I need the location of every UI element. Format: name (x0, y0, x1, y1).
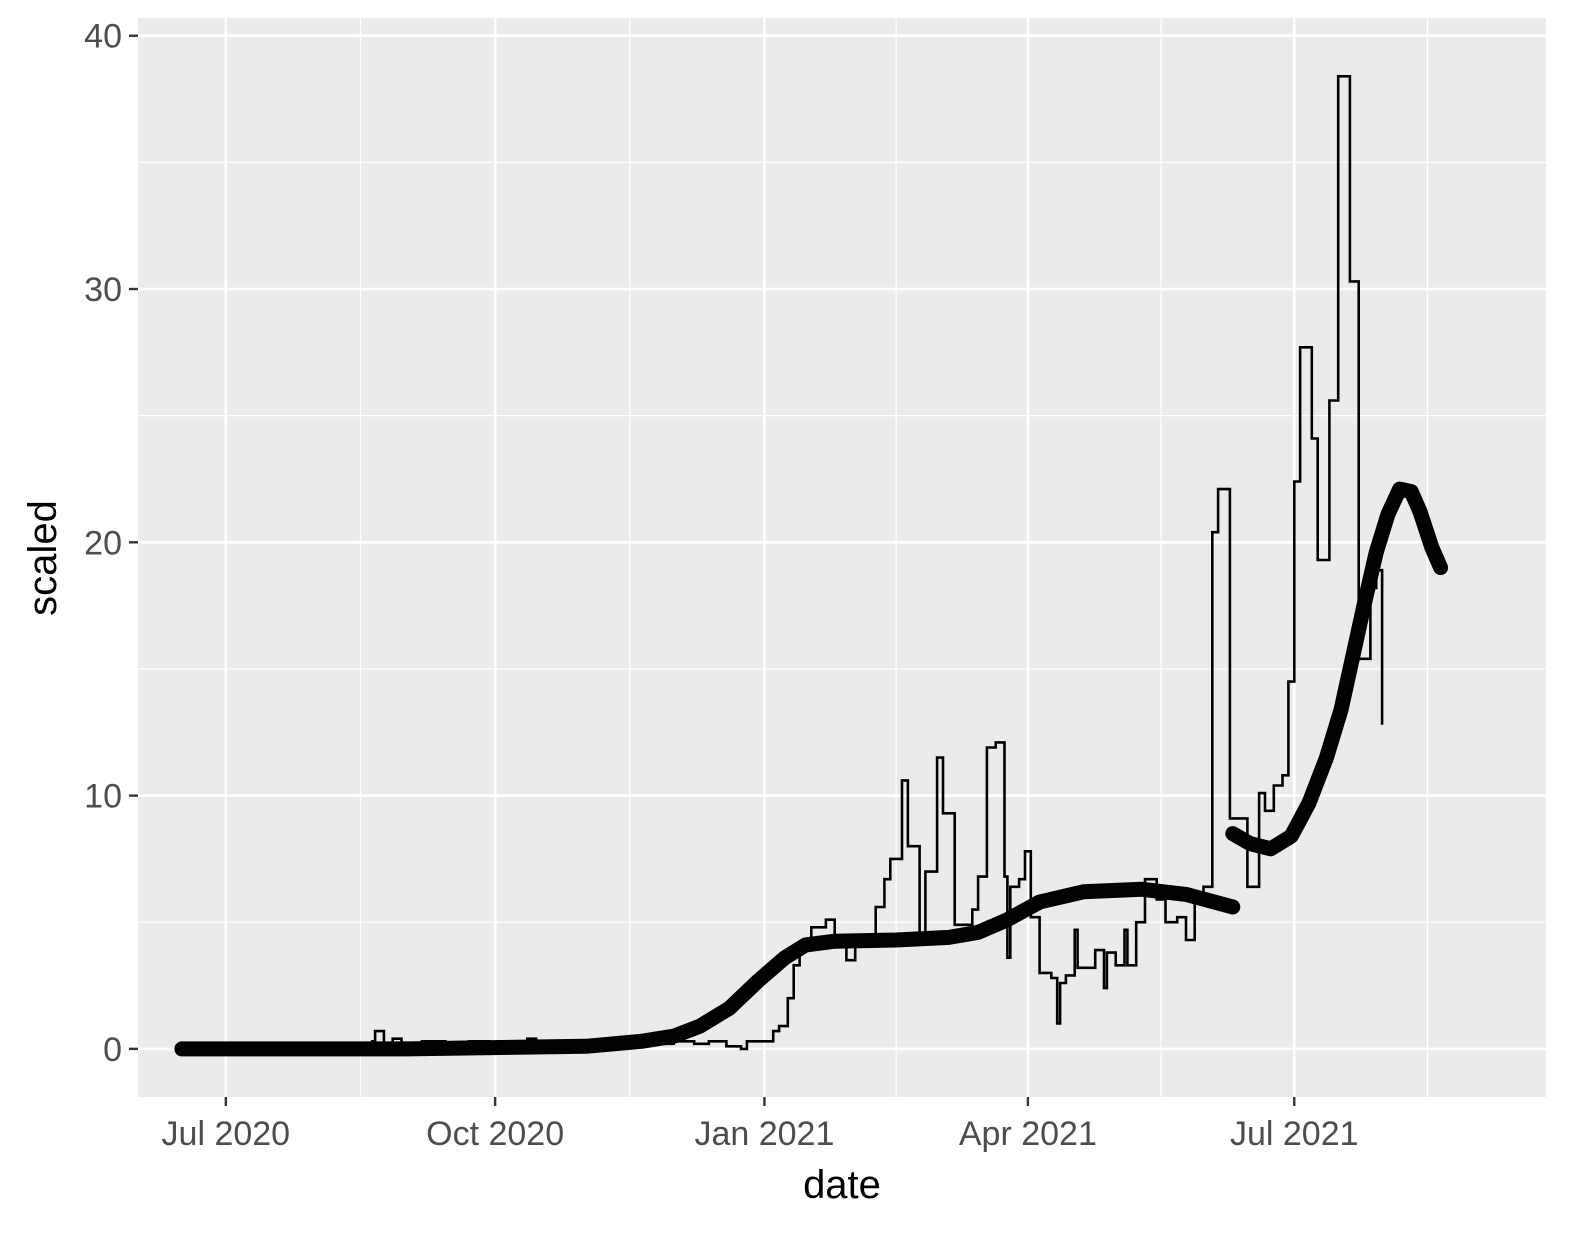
y-axis-title: scaled (21, 500, 65, 616)
plot-panel (138, 18, 1546, 1097)
y-tick-label: 10 (84, 778, 122, 816)
y-tick-label: 0 (103, 1031, 122, 1069)
x-tick-label: Jul 2020 (162, 1115, 291, 1153)
y-tick-label: 30 (84, 271, 122, 309)
x-tick-label: Oct 2020 (426, 1115, 564, 1153)
y-tick-label: 20 (84, 524, 122, 562)
axis-ticks (129, 34, 1296, 1106)
x-axis-title: date (803, 1163, 881, 1207)
smoothed-trend-series (174, 881, 1241, 1057)
x-tick-label: Jul 2021 (1230, 1115, 1359, 1153)
y-tick-labels: 0 10 20 30 40 (84, 18, 122, 1069)
grid-minor (138, 18, 1546, 1097)
smoothed-trend-series (1225, 481, 1449, 857)
x-tick-labels: Jul 2020 Oct 2020 Jan 2021 Apr 2021 Jul 2021 (162, 1115, 1359, 1153)
raw-step-series (181, 75, 1384, 1051)
x-tick-label: Apr 2021 (959, 1115, 1097, 1153)
x-tick-label: Jan 2021 (694, 1115, 834, 1153)
series-layer (174, 75, 1449, 1057)
y-tick-label: 40 (84, 18, 122, 56)
